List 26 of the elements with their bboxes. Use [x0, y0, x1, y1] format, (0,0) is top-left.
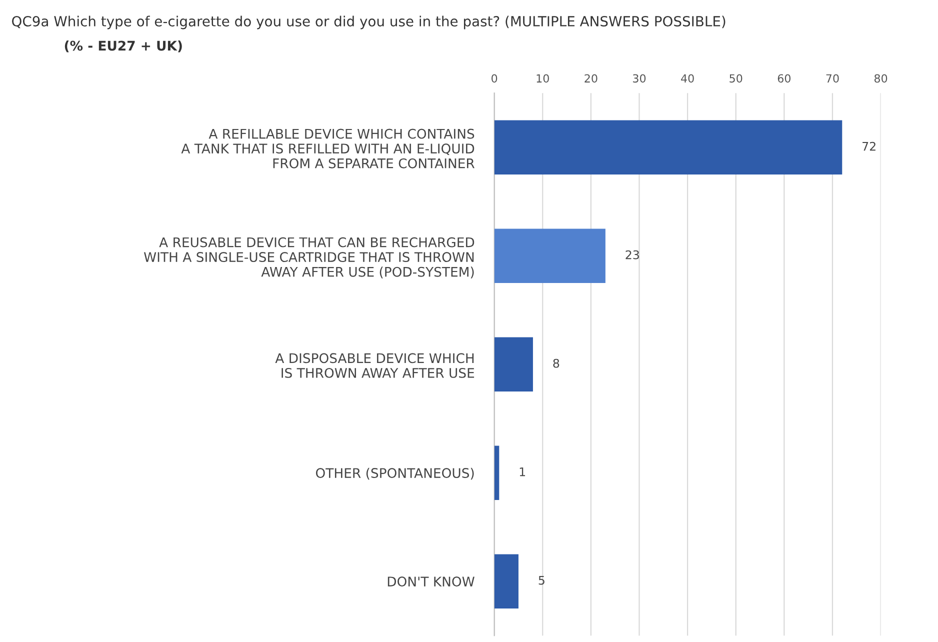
- data-label: 1: [520, 467, 526, 476]
- data-label: 23: [626, 250, 639, 260]
- y-tick-label: DON'T KNOW: [388, 576, 474, 587]
- x-tick-label: 40: [681, 74, 694, 83]
- y-tick-label: OTHER (SPONTANEOUS): [316, 468, 474, 480]
- y-tick-label: A REUSABLE DEVICE THAT CAN BE RECHARGED WITH A SINGLE-USE CARTRIDGE THAT IS THROWN AWAY AFTER USE (POD-SYSTEM): [144, 237, 474, 278]
- x-tick-label: 30: [633, 74, 646, 83]
- text: (% - EU27 + UK): [64, 40, 182, 52]
- x-tick-label: 20: [584, 74, 598, 83]
- y-tick-label: A REFILLABLE DEVICE WHICH CONTAINS A TANK THAT IS REFILLED WITH AN E-LIQUID FROM A SEPARATE CONTAINER: [181, 128, 474, 168]
- x-tick-label: 0: [492, 74, 498, 83]
- text: QC9a Which type of e-cigarette do you use or did you use in the past? (MULTIPLE ANSWERS POSSIBLE): [12, 16, 726, 30]
- y-tick-label: A DISPOSABLE DEVICE WHICH IS THROWN AWAY AFTER USE: [275, 353, 474, 378]
- bar: [494, 228, 606, 283]
- bar: [494, 337, 533, 392]
- bar: [494, 554, 518, 608]
- data-label: 8: [553, 358, 560, 368]
- x-tick-label: 50: [730, 74, 742, 83]
- x-tick-label: 70: [826, 74, 839, 83]
- x-tick-label: 10: [536, 74, 549, 83]
- data-label: 72: [862, 142, 876, 151]
- bar: [494, 446, 500, 500]
- bar: [494, 120, 842, 174]
- x-tick-label: 60: [778, 74, 790, 83]
- x-tick-label: 80: [874, 74, 888, 83]
- data-label: 5: [538, 576, 544, 585]
